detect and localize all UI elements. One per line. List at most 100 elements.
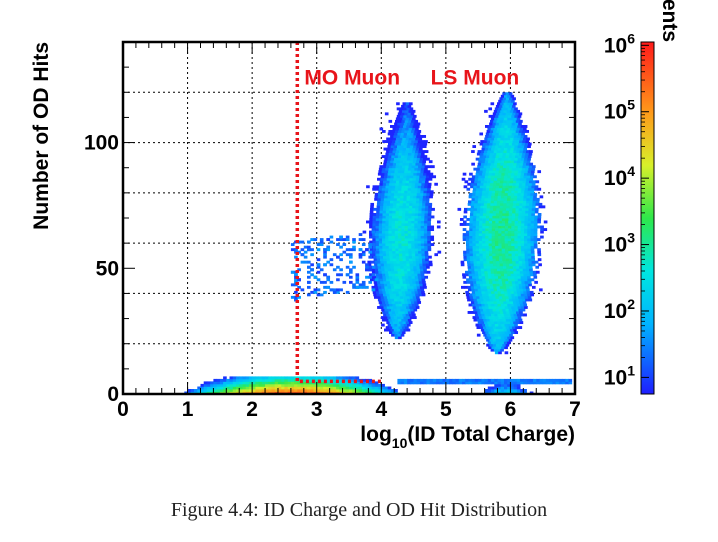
heatmap-cell [505, 215, 509, 219]
heatmap-cell [493, 207, 497, 211]
heatmap-cell [500, 301, 504, 304]
heatmap-cell [489, 182, 494, 186]
heatmap-cell [391, 152, 396, 156]
heatmap-cell [392, 278, 397, 282]
heatmap-cell [395, 290, 399, 294]
heatmap-cell [529, 268, 533, 272]
heatmap-cell [505, 338, 510, 342]
heatmap-cell [523, 127, 527, 131]
heatmap-cell [500, 195, 505, 199]
heatmap-cell [392, 331, 396, 335]
heatmap-cell [502, 104, 506, 108]
heatmap-cell [345, 265, 350, 269]
heatmap-cell [399, 321, 403, 325]
heatmap-cell [339, 383, 343, 387]
heatmap-cell [505, 255, 510, 259]
heatmap-cell [506, 119, 510, 123]
heatmap-cell [420, 238, 425, 242]
heatmap-cell [319, 376, 324, 380]
heatmap-cell [412, 135, 417, 138]
heatmap-cell [462, 223, 467, 226]
heatmap-cell [372, 220, 377, 224]
heatmap-cell [415, 278, 419, 282]
heatmap-cell [511, 295, 516, 299]
heatmap-cell [307, 280, 311, 284]
heatmap-cell [382, 250, 387, 254]
heatmap-cell [406, 280, 410, 284]
heatmap-cell [323, 280, 327, 284]
heatmap-cell [405, 117, 410, 121]
heatmap-cell [478, 172, 483, 176]
heatmap-cell [524, 240, 528, 244]
heatmap-cell [520, 273, 524, 277]
heatmap-cell [408, 117, 413, 121]
heatmap-cell [395, 207, 400, 211]
heatmap-cell [469, 215, 474, 219]
heatmap-cell [517, 273, 521, 277]
heatmap-cell [382, 167, 386, 171]
heatmap-cell [401, 228, 405, 232]
heatmap-cell [390, 200, 394, 204]
heatmap-cell [411, 109, 416, 113]
heatmap-cell [388, 248, 393, 252]
heatmap-cell [517, 145, 522, 149]
heatmap-cell [498, 250, 503, 254]
heatmap-cell [428, 205, 432, 209]
heatmap-cell [423, 268, 427, 272]
heatmap-cell [425, 205, 429, 209]
heatmap-cell [502, 295, 506, 299]
heatmap-cell [383, 180, 387, 184]
heatmap-cell [468, 270, 472, 274]
heatmap-cell [490, 288, 495, 292]
heatmap-cell [427, 218, 432, 221]
heatmap-cell [516, 177, 521, 181]
heatmap-cell [530, 293, 535, 297]
heatmap-cell [501, 240, 506, 244]
heatmap-cell [500, 328, 504, 332]
heatmap-cell [531, 170, 535, 174]
heatmap-cell [467, 263, 471, 267]
heatmap-cell [472, 240, 477, 244]
heatmap-cell [513, 313, 518, 317]
heatmap-cell [477, 162, 482, 166]
heatmap-cell [463, 280, 467, 284]
heatmap-cell [512, 167, 516, 171]
heatmap-cell [492, 255, 497, 259]
heatmap-cell [388, 130, 393, 133]
heatmap-cell [245, 386, 250, 390]
heatmap-cell [418, 162, 423, 166]
heatmap-cell [481, 147, 486, 151]
heatmap-cell [379, 290, 383, 294]
heatmap-cell [508, 253, 513, 257]
heatmap-cell [466, 258, 471, 262]
heatmap-cell [489, 298, 494, 302]
heatmap-cell [248, 376, 253, 380]
heatmap-cell [525, 202, 530, 206]
heatmap-cell [420, 381, 424, 385]
heatmap-cell [382, 225, 386, 229]
heatmap-cell [503, 341, 508, 345]
heatmap-cell [501, 107, 505, 111]
heatmap-cell [329, 263, 334, 267]
heatmap-cell [524, 253, 529, 257]
heatmap-cell [380, 200, 385, 204]
heatmap-cell [316, 243, 321, 247]
heatmap-cell [516, 162, 521, 166]
heatmap-cell [507, 125, 512, 128]
heatmap-cell [434, 182, 438, 186]
heatmap-cell [371, 273, 376, 277]
heatmap-cell [358, 383, 363, 387]
heatmap-cell [478, 275, 483, 279]
heatmap-cell [342, 243, 347, 247]
heatmap-cell [518, 207, 523, 211]
heatmap-cell [349, 275, 353, 279]
heatmap-cell [419, 200, 423, 204]
heatmap-cell [518, 255, 522, 259]
heatmap-cell [378, 190, 382, 194]
heatmap-cell [517, 160, 521, 164]
heatmap-cell [507, 341, 511, 345]
heatmap-cell [520, 192, 525, 196]
heatmap-cell [381, 192, 385, 196]
heatmap-cell [488, 223, 493, 226]
